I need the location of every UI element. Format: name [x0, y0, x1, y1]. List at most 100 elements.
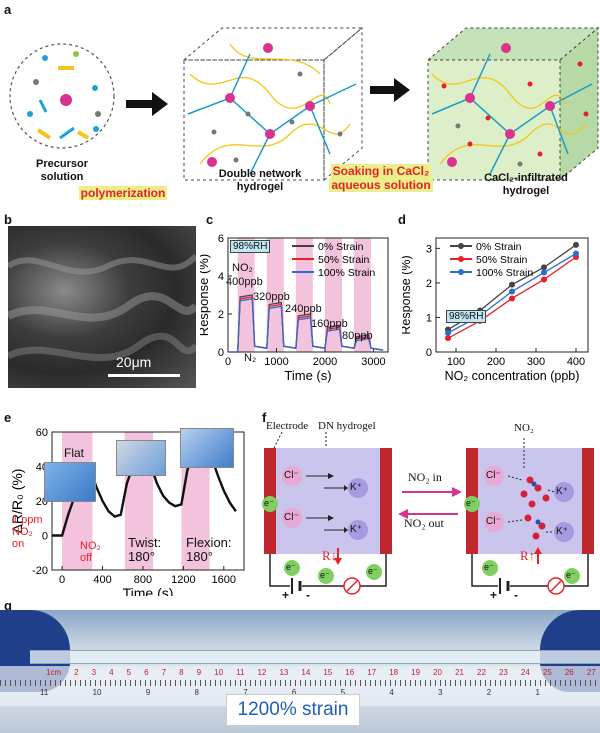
- legend-label-2: 100% Strain: [318, 267, 375, 279]
- y-tick-label-1: 2: [218, 309, 224, 321]
- panel-a-schematic: [9, 26, 600, 182]
- sem-image: 20μm: [8, 226, 196, 388]
- y-tick-label-4: 60: [36, 427, 48, 439]
- ruler-top-label-23: 24: [520, 668, 530, 677]
- ruler-top-label-19: 20: [433, 668, 443, 677]
- series-2-point-3: [541, 269, 547, 276]
- resistance-down-label: R↓: [322, 548, 338, 563]
- x-tick-label-3: 400: [567, 356, 585, 368]
- e-left-3: e⁻: [320, 570, 330, 580]
- battery-plus-left: +: [282, 588, 290, 602]
- no2-in-label: NO₂ in: [408, 470, 442, 484]
- legend-label-0: 0% Strain: [476, 241, 522, 253]
- y-tick-label-0: 0: [218, 347, 224, 359]
- ruler-bottom-label-8: 3: [438, 688, 443, 697]
- x-tick-label-2: 2000: [313, 356, 337, 368]
- ruler-top-label-17: 18: [389, 668, 399, 677]
- y-tick-label-3: 3: [426, 243, 432, 255]
- ruler-bottom-label-4: 7: [243, 688, 248, 697]
- twist-label: Twist: 180°: [128, 535, 162, 564]
- conc-label-400: 400ppb: [226, 276, 263, 288]
- ruler-top-label-1: 2: [74, 668, 79, 677]
- e-left-1: e⁻: [264, 498, 274, 508]
- cl-ion-left-1: Cl⁻: [284, 470, 299, 481]
- y-axis-label: Response (%): [402, 255, 413, 334]
- panel-label-e: e: [4, 410, 12, 425]
- strain-label: 1200% strain: [226, 694, 360, 726]
- conc-label-160: 160ppb: [311, 318, 348, 330]
- no2-off-label: NO₂ off: [80, 540, 101, 564]
- response-band-2: [295, 238, 313, 352]
- photo-twist: [116, 440, 166, 476]
- no2-out-label: NO₂ out: [404, 516, 444, 530]
- legend-marker-2: [458, 269, 464, 275]
- ruler-top-label-3: 4: [109, 668, 114, 677]
- ruler-top-label-5: 6: [144, 668, 149, 677]
- ruler-top-label-25: 26: [564, 668, 574, 677]
- legend-label-1: 50% Strain: [318, 254, 370, 266]
- stretched-hydrogel: [30, 650, 600, 664]
- series-2-point-0: [445, 330, 451, 336]
- battery-minus-left: -: [306, 588, 310, 602]
- response-band-1: [266, 238, 284, 352]
- conc-label-80: 80ppb: [342, 330, 373, 342]
- e-left-4: e⁻: [368, 566, 378, 576]
- series-2-point-4: [573, 250, 579, 257]
- ruler-top-label-10: 11: [236, 668, 245, 677]
- y-tick-label-3: 6: [218, 233, 224, 245]
- chart-c: 0 1000 2000 3000 0 2 4 6 Time (s) Response (%) 0% …: [200, 233, 389, 383]
- electrode-label: Electrode: [266, 420, 309, 432]
- ruler-top-label-21: 22: [477, 668, 486, 677]
- ruler-bottom-label-3: 8: [194, 688, 199, 697]
- chart-c-no2-label: NO₂: [232, 262, 253, 274]
- x-tick-label-0: 0: [59, 574, 65, 586]
- ruler-bottom-label-0: 11: [40, 688, 49, 697]
- x-axis-label: Time (s): [123, 585, 174, 596]
- arrow-1: [126, 92, 168, 116]
- battery-plus-right: +: [490, 588, 498, 602]
- series-1-point-2: [509, 295, 515, 302]
- k-ion-left-2: K⁺: [350, 524, 362, 535]
- polymerization-label: polymerization: [78, 186, 168, 200]
- infiltrated-hydrogel-cube: [426, 26, 600, 182]
- series-0-point-2: [509, 281, 515, 288]
- y-tick-label-1: 1: [426, 312, 432, 324]
- ruler-top-label-8: 9: [196, 668, 202, 677]
- e-left-2: e⁻: [286, 562, 296, 572]
- ruler-bottom-label-6: 5: [340, 688, 346, 697]
- ruler-top-label-11: 12: [257, 668, 267, 677]
- arrow-2: [370, 78, 410, 102]
- y-axis-label: ΔR/R₀ (%): [9, 469, 25, 534]
- x-tick-label-1: 200: [487, 356, 505, 368]
- y-tick-label-0: 0: [426, 347, 432, 359]
- legend-marker-1: [458, 256, 464, 262]
- ruler-top-label-16: 17: [367, 668, 377, 677]
- precursor-caption: Precursor solution: [36, 158, 88, 183]
- x-tick-label-1: 400: [93, 574, 111, 586]
- legend-label-0: 0% Strain: [318, 241, 364, 253]
- photo-strain-demo: 1cm 2 3 4 5 6 7 8 9 10 11 12 13 14 15 16 17 18 19 20 21 22 23 2…: [0, 610, 600, 733]
- flat-label: Flat: [64, 446, 85, 460]
- chart-c-n2-label: N₂: [244, 352, 257, 364]
- x-tick-label-2: 300: [527, 356, 545, 368]
- x-tick-label-2: 800: [134, 574, 152, 586]
- series-0-point-4: [573, 241, 579, 248]
- series-1-point-3: [541, 276, 547, 283]
- scale-bar-label: 20μm: [116, 354, 152, 370]
- ruler-bottom-label-5: 6: [291, 688, 297, 697]
- ruler-bottom-label-2: 9: [145, 688, 151, 697]
- y-axis-label: Response (%): [200, 254, 211, 336]
- soaking-label: Soaking in CaCl₂ aqueous solution: [329, 164, 433, 192]
- plot-frame: [435, 237, 589, 353]
- ruler-top-label-14: 15: [323, 668, 333, 677]
- dn-hydrogel-cube: [182, 26, 364, 182]
- response-band-4: [354, 238, 372, 352]
- panel-label-g: g: [4, 598, 12, 613]
- y-tick-label-1: 0: [42, 531, 48, 543]
- k-ion-right-2: K⁺: [556, 526, 568, 537]
- ruler-top-label-2: 3: [91, 668, 97, 677]
- battery-minus-right: -: [514, 588, 518, 602]
- conc-label-240: 240ppb: [285, 303, 322, 315]
- chart-d-rh-badge: 98%RH: [446, 310, 487, 323]
- ruler-top-label-7: 8: [179, 668, 184, 677]
